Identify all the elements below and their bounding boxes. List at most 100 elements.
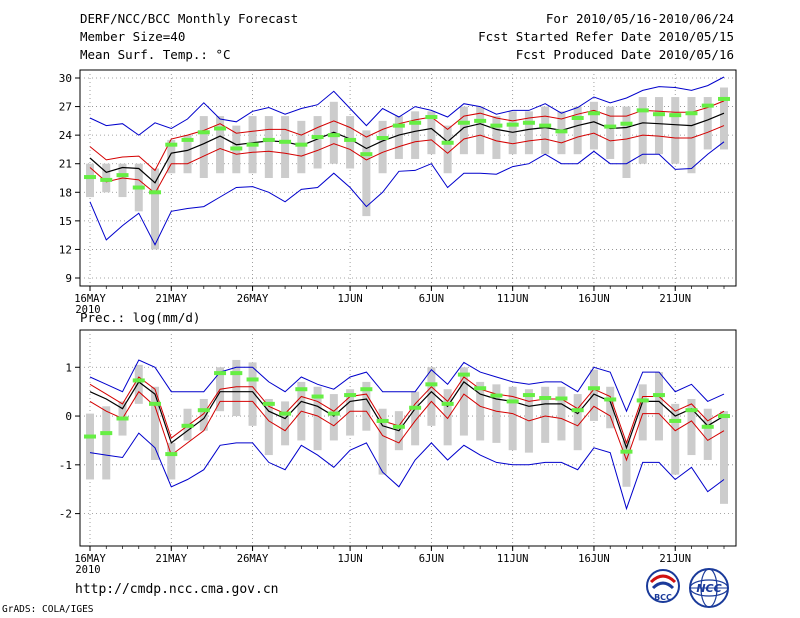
temp-observed-marker xyxy=(539,123,552,128)
source-url[interactable]: http://cmdp.ncc.cma.gov.cn xyxy=(75,582,279,597)
prec-observed-marker xyxy=(214,371,227,376)
forecast-produced-label: Fcst Produced Date 2010/05/16 xyxy=(515,47,734,62)
prec-box xyxy=(199,398,208,431)
chart-title: DERF/NCC/BCC Monthly Forecast xyxy=(80,11,299,26)
temp-observed-marker xyxy=(311,135,324,140)
prec-box xyxy=(443,389,452,446)
prec-box xyxy=(720,411,728,504)
temp-observed-marker xyxy=(181,137,194,142)
temp-max-line xyxy=(89,76,725,136)
prec-xtick-label: 16JUN xyxy=(578,553,610,565)
prec-observed-marker xyxy=(457,372,470,377)
prec-observed-marker xyxy=(132,378,145,383)
temp-ytick-label: 9 xyxy=(65,272,72,285)
temp-xtick-label: 21JUN xyxy=(659,293,691,305)
grads-credit: GrADS: COLA/IGES xyxy=(2,604,94,615)
bcc-logo-text: BCC xyxy=(654,593,672,602)
temp-year-label: 2010 xyxy=(75,304,100,316)
temp-box xyxy=(427,111,436,155)
prec-year-label: 2010 xyxy=(75,564,100,576)
prec-box xyxy=(541,386,550,443)
temp-observed-marker xyxy=(197,130,210,135)
prec-box xyxy=(459,367,468,436)
prec-box xyxy=(492,384,501,443)
temp-observed-marker xyxy=(425,115,438,120)
temp-box xyxy=(638,97,647,164)
forecast-started-label: Fcst Started Refer Date 2010/05/15 xyxy=(478,29,734,44)
prec-ytick-label: 1 xyxy=(65,361,72,374)
prec-observed-marker xyxy=(587,386,600,391)
temp-observed-marker xyxy=(587,111,600,116)
prec-box xyxy=(264,398,273,456)
temp-observed-marker xyxy=(636,108,649,113)
temp-observed-marker xyxy=(295,142,308,147)
prec-observed-marker xyxy=(327,411,340,416)
temp-observed-marker xyxy=(165,142,178,147)
prec-box xyxy=(589,369,598,421)
temp-box xyxy=(378,120,387,174)
temp-box xyxy=(476,106,485,155)
temp-ytick-label: 21 xyxy=(59,158,72,171)
prec-box xyxy=(248,362,257,426)
temp-box xyxy=(281,116,290,178)
temp-observed-marker xyxy=(344,137,357,142)
prec-observed-marker xyxy=(685,408,698,413)
temp-observed-marker xyxy=(718,96,730,101)
ncc-logo-text: NCC xyxy=(696,582,721,595)
temp-xtick-label: 1JUN xyxy=(337,293,362,305)
temp-box xyxy=(703,97,712,150)
prec-observed-marker xyxy=(522,393,535,398)
temp-observed-marker xyxy=(376,136,389,140)
prec-observed-marker xyxy=(652,393,665,398)
prec-observed-marker xyxy=(376,418,389,423)
temp-plot-frame xyxy=(79,69,737,287)
temp-box xyxy=(492,116,501,159)
prec-observed-marker xyxy=(116,416,129,421)
temp-observed-marker xyxy=(116,173,129,178)
temp-observed-marker xyxy=(279,139,292,144)
prec-box xyxy=(102,406,111,480)
temp-box xyxy=(394,116,403,159)
prec-observed-marker xyxy=(100,431,113,436)
temp-observed-marker xyxy=(441,140,454,145)
prec-box xyxy=(427,367,436,426)
temp-observed-marker xyxy=(555,129,568,134)
temp-xtick-label: 11JUN xyxy=(497,293,529,305)
temp-box xyxy=(443,125,452,174)
prec-upper-line xyxy=(89,376,725,445)
prec-box xyxy=(86,413,94,480)
temp-box xyxy=(118,163,127,198)
temp-observed-marker xyxy=(409,120,422,125)
temp-observed-marker xyxy=(100,177,113,182)
temp-observed-marker xyxy=(701,103,714,108)
temp-observed-marker xyxy=(604,124,617,129)
temp-observed-marker xyxy=(84,175,96,180)
prec-xtick-label: 21JUN xyxy=(659,553,691,565)
temp-box xyxy=(459,106,468,155)
variable-label: Mean Surf. Temp.: °C xyxy=(80,47,231,62)
temp-xtick-label: 6JUN xyxy=(419,293,444,305)
prec-box xyxy=(573,394,582,451)
prec-box xyxy=(654,372,663,441)
temp-box xyxy=(524,111,533,155)
temp-mean-line xyxy=(89,112,725,184)
prec-ytick-label: 0 xyxy=(65,410,72,423)
temp-box xyxy=(199,116,208,178)
temp-box xyxy=(671,97,680,164)
prec-box xyxy=(281,401,290,446)
prec-box xyxy=(167,442,176,480)
prec-observed-marker xyxy=(149,401,162,406)
prec-box xyxy=(638,384,647,441)
prec-observed-marker xyxy=(474,386,487,391)
temp-box xyxy=(151,168,160,250)
prec-observed-marker xyxy=(555,396,568,401)
temp-ytick-label: 18 xyxy=(59,186,72,199)
forecast-period-label: For 2010/05/16-2010/06/24 xyxy=(545,11,734,26)
temp-box xyxy=(346,116,355,169)
prec-observed-marker xyxy=(620,449,633,454)
temp-observed-marker xyxy=(132,185,145,190)
temp-box xyxy=(264,116,273,178)
prec-box xyxy=(508,386,517,451)
temp-observed-marker xyxy=(522,120,535,125)
prec-xtick-label: 6JUN xyxy=(419,553,444,565)
